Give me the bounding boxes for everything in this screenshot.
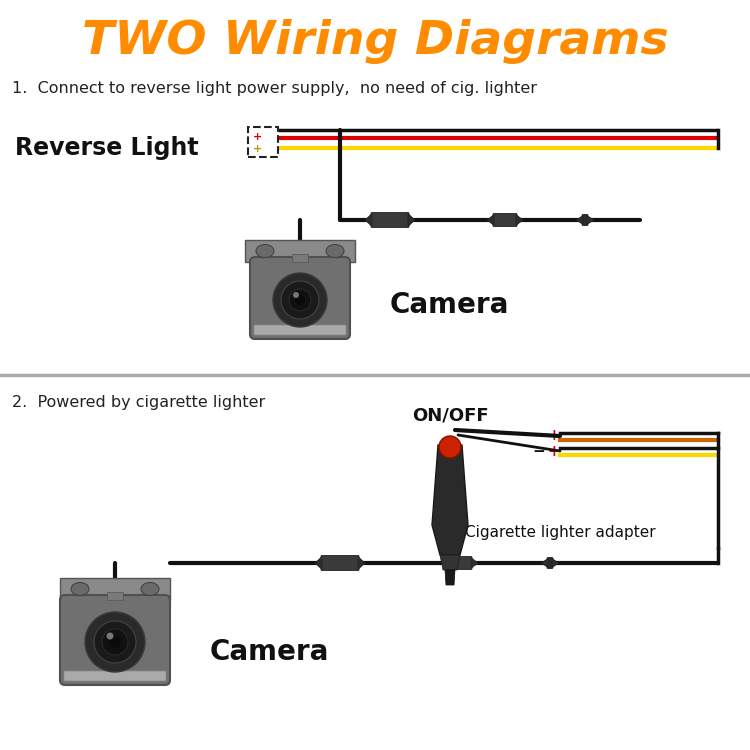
Circle shape [102,629,128,655]
Text: Reverse Light: Reverse Light [15,136,199,160]
Circle shape [295,295,305,305]
Polygon shape [487,214,494,226]
Polygon shape [408,214,415,226]
Polygon shape [442,557,449,568]
Text: Camera: Camera [210,638,329,666]
Circle shape [109,636,121,648]
FancyBboxPatch shape [254,325,346,335]
FancyBboxPatch shape [250,257,350,339]
Polygon shape [440,555,460,570]
Ellipse shape [71,583,89,596]
Text: −: − [532,428,544,443]
Polygon shape [541,559,548,568]
Text: +: + [547,428,560,443]
Circle shape [439,436,461,458]
FancyBboxPatch shape [371,212,409,227]
FancyBboxPatch shape [64,671,166,681]
Circle shape [94,621,136,663]
Circle shape [273,273,327,327]
FancyBboxPatch shape [321,556,359,571]
Polygon shape [471,557,478,568]
Text: +: + [253,132,262,142]
Ellipse shape [141,583,159,596]
Text: Cigarette lighter adapter: Cigarette lighter adapter [465,526,656,541]
Text: TWO Wiring Diagrams: TWO Wiring Diagrams [82,20,668,64]
FancyBboxPatch shape [582,214,588,226]
Polygon shape [432,445,468,555]
Polygon shape [315,556,322,569]
Polygon shape [358,556,365,569]
Text: +: + [253,144,262,154]
Polygon shape [445,570,455,585]
Text: 2.  Powered by cigarette lighter: 2. Powered by cigarette lighter [12,395,266,410]
Text: ON/OFF: ON/OFF [412,406,488,424]
Polygon shape [587,215,594,224]
FancyBboxPatch shape [248,127,278,157]
Polygon shape [552,559,559,568]
FancyBboxPatch shape [60,578,170,600]
FancyBboxPatch shape [292,254,308,262]
Circle shape [85,612,145,672]
Ellipse shape [326,244,344,257]
Polygon shape [576,215,583,224]
Text: Camera: Camera [390,291,509,319]
FancyBboxPatch shape [107,592,123,600]
Circle shape [293,292,299,298]
FancyBboxPatch shape [448,556,472,569]
FancyBboxPatch shape [493,214,517,226]
Ellipse shape [256,244,274,257]
Polygon shape [365,214,372,226]
Circle shape [106,632,113,640]
Circle shape [289,289,311,311]
Circle shape [281,281,319,319]
FancyBboxPatch shape [245,240,355,262]
Polygon shape [516,214,523,226]
Text: +: + [547,443,560,458]
FancyBboxPatch shape [547,557,553,568]
FancyBboxPatch shape [60,595,170,685]
Text: 1.  Connect to reverse light power supply,  no need of cig. lighter: 1. Connect to reverse light power supply… [12,80,537,95]
Text: −: − [532,443,544,458]
